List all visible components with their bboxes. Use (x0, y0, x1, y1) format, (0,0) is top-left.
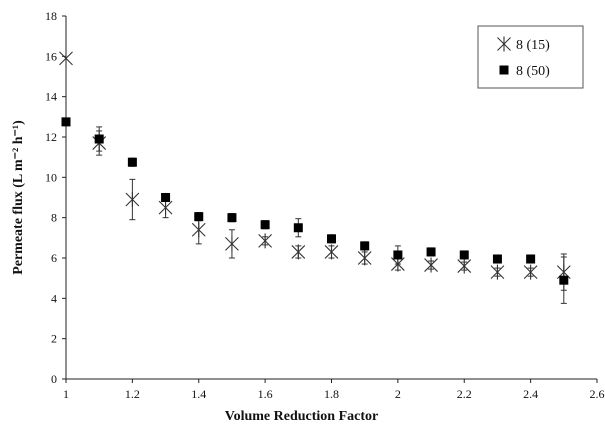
point-series-1 (125, 192, 140, 208)
point-series-2 (293, 223, 303, 233)
legend-label: 8 (50) (516, 64, 550, 79)
y-tick-label: 0 (51, 372, 57, 386)
legend-marker-square (499, 65, 509, 75)
x-tick-label: 2.4 (523, 387, 538, 401)
ticks: 0 2 4 6 8 10 12 14 16 18 1 1.2 1.4 1.6 1.8 2 2.2 2.4 2.6 (45, 9, 605, 401)
point-series-2 (426, 247, 436, 257)
error-bars (96, 126, 567, 304)
point-series-2 (61, 117, 71, 127)
point-series-1 (357, 250, 372, 266)
point-series-1 (457, 258, 472, 274)
point-series-2 (360, 241, 370, 251)
x-tick-label: 1.8 (324, 387, 339, 401)
point-series-1 (258, 233, 273, 249)
point-series-1 (191, 222, 206, 238)
y-tick-label: 18 (45, 9, 57, 23)
x-tick-label: 2 (395, 387, 401, 401)
point-series-2 (492, 254, 502, 264)
point-series-1 (523, 264, 538, 280)
y-tick-label: 14 (45, 90, 57, 104)
x-tick-label: 1.4 (191, 387, 206, 401)
y-tick-label: 10 (45, 170, 57, 184)
legend: 8 (15) 8 (50) (477, 25, 584, 89)
point-series-2 (327, 234, 336, 244)
point-series-2 (194, 212, 204, 222)
point-series-1 (158, 200, 173, 216)
point-series-1 (424, 257, 438, 273)
point-series-2 (127, 157, 137, 167)
point-series-1 (490, 264, 505, 280)
point-series-1 (324, 244, 339, 260)
x-tick-label: 1 (63, 387, 69, 401)
legend-label: 8 (15) (516, 38, 550, 53)
point-series-2 (94, 134, 104, 144)
x-axis-title: Volume Reduction Factor (225, 409, 378, 424)
legend-marker-asterisk (497, 36, 511, 52)
x-tick-label: 1.2 (125, 387, 140, 401)
point-series-1 (59, 50, 73, 66)
point-series-2 (459, 250, 469, 260)
x-tick-label: 2.6 (590, 387, 605, 401)
data-marks (59, 50, 571, 285)
point-series-2 (260, 220, 270, 230)
point-series-2 (559, 275, 569, 285)
point-series-2 (393, 250, 403, 260)
y-tick-label: 12 (45, 130, 57, 144)
x-tick-label: 1.6 (258, 387, 273, 401)
y-tick-label: 6 (51, 251, 57, 265)
y-tick-label: 4 (51, 291, 57, 305)
point-series-2 (161, 193, 171, 202)
legend-box (477, 25, 584, 89)
point-series-2 (526, 254, 536, 264)
y-axis-title: Permeate flux (L m⁻² h⁻¹) (11, 120, 26, 275)
point-series-1 (291, 244, 306, 260)
y-tick-label: 16 (45, 49, 57, 63)
y-tick-label: 8 (51, 211, 57, 225)
x-tick-label: 2.2 (457, 387, 472, 401)
point-series-2 (227, 213, 237, 223)
y-tick-label: 2 (51, 332, 57, 346)
point-series-1 (225, 236, 239, 252)
